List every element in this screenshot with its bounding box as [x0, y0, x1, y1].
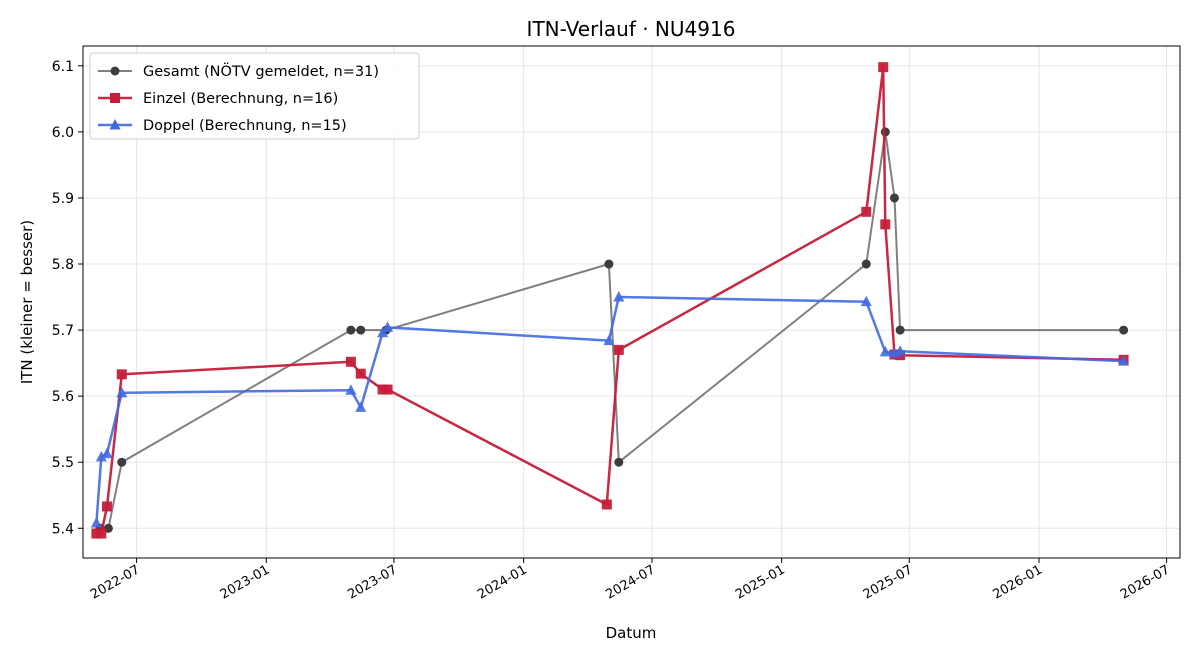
legend-item: Einzel (Berechnung, n=16): [98, 91, 338, 107]
data-point: [345, 356, 356, 367]
data-point: [613, 291, 625, 302]
x-axis-label: Datum: [606, 624, 657, 642]
legend-marker: [110, 93, 120, 103]
data-point: [382, 384, 393, 395]
series-2: [91, 62, 1129, 539]
data-point: [604, 259, 614, 269]
data-point: [116, 386, 128, 398]
y-tick-label: 5.4: [52, 521, 74, 537]
data-point: [861, 206, 872, 217]
y-axis-label: ITN (kleiner = besser): [18, 220, 36, 384]
legend-marker: [110, 66, 120, 76]
data-point: [861, 259, 871, 269]
data-point: [117, 457, 127, 467]
series-layer: [90, 62, 1130, 539]
data-point: [613, 344, 624, 355]
y-tick-label: 6.0: [52, 125, 74, 141]
legend-marker: [109, 119, 121, 130]
legend-item: Doppel (Berechnung, n=15): [98, 118, 347, 134]
data-point: [879, 345, 891, 357]
legend-label: Einzel (Berechnung, n=16): [143, 91, 338, 107]
series-3: [90, 291, 1130, 528]
legend-label: Doppel (Berechnung, n=15): [143, 118, 347, 134]
data-point: [895, 325, 905, 335]
data-point: [601, 499, 612, 510]
series-line: [96, 65, 1124, 535]
y-tick-label: 5.9: [52, 191, 74, 207]
data-point: [878, 62, 889, 73]
data-point: [860, 295, 872, 307]
data-point: [95, 450, 107, 462]
data-point: [345, 384, 357, 395]
data-point: [614, 457, 624, 467]
data-point: [101, 447, 113, 459]
data-point: [90, 516, 102, 528]
data-point: [603, 334, 615, 346]
y-tick-label: 5.5: [52, 455, 74, 471]
data-point: [116, 369, 127, 380]
data-point: [880, 219, 891, 230]
data-point: [1118, 355, 1130, 366]
data-point: [101, 501, 112, 512]
data-point: [377, 326, 389, 338]
data-point: [894, 345, 906, 356]
y-axis: 5.4 5.5 5.6 5.7 5.8 5.9 6.0 6.1: [52, 59, 83, 537]
y-tick-label: 5.7: [52, 323, 74, 339]
chart-title: ITN-Verlauf · NU4916: [527, 17, 736, 41]
legend-item: Gesamt (NÖTV gemeldet, n=31): [98, 62, 379, 80]
y-tick-label: 5.8: [52, 257, 74, 273]
plot-frame: [82, 45, 1181, 559]
data-point: [355, 401, 367, 412]
data-point: [1119, 325, 1129, 335]
legend-box: [89, 52, 420, 140]
y-tick-label: 5.6: [52, 389, 74, 405]
data-point: [889, 193, 899, 203]
data-point: [346, 325, 356, 335]
legend: Gesamt (NÖTV gemeldet, n=31) Einzel (Bere…: [89, 52, 420, 140]
data-point: [382, 321, 394, 332]
data-point: [356, 325, 366, 335]
data-point: [355, 368, 366, 379]
data-point: [96, 528, 107, 539]
legend-label: Gesamt (NÖTV gemeldet, n=31): [143, 62, 379, 80]
y-tick-label: 6.1: [52, 59, 74, 75]
